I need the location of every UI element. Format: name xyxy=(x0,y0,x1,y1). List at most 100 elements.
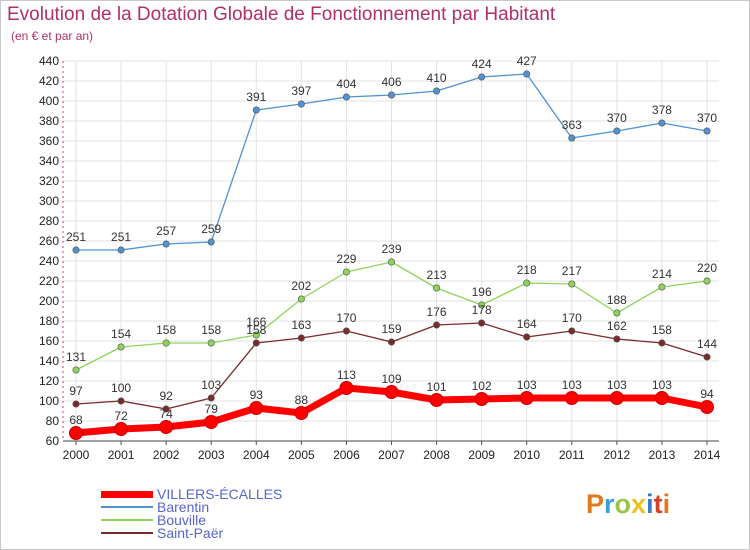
data-point xyxy=(207,238,215,246)
data-label: 94 xyxy=(700,387,714,401)
data-point xyxy=(204,415,219,429)
y-tick-label: 420 xyxy=(39,74,59,88)
data-point xyxy=(342,93,350,101)
data-point xyxy=(159,420,174,434)
data-point xyxy=(478,73,486,81)
data-point xyxy=(654,391,669,405)
data-label: 229 xyxy=(336,252,356,266)
data-point xyxy=(387,258,395,266)
x-tick-label: 2013 xyxy=(649,448,676,462)
data-label: 363 xyxy=(562,118,582,132)
data-point xyxy=(72,400,80,408)
data-label: 404 xyxy=(336,77,356,91)
data-label: 178 xyxy=(472,303,492,317)
legend-swatch-villers-ecalles xyxy=(101,491,153,498)
data-point xyxy=(252,339,260,347)
y-tick-label: 120 xyxy=(39,374,59,388)
data-label: 93 xyxy=(250,388,264,402)
x-tick-label: 2011 xyxy=(559,448,585,462)
legend-label-saint-paer: Saint-Paër xyxy=(157,525,224,541)
data-point xyxy=(207,339,215,347)
y-tick-label: 300 xyxy=(39,194,59,208)
y-tick-label: 60 xyxy=(46,434,60,448)
legend-label-bouville: Bouville xyxy=(157,512,207,528)
data-point xyxy=(568,327,576,335)
y-tick-label: 240 xyxy=(39,254,59,268)
data-point xyxy=(117,397,125,405)
x-tick-label: 2001 xyxy=(108,448,135,462)
data-point xyxy=(342,268,350,276)
data-label: 164 xyxy=(517,317,537,331)
data-point xyxy=(478,301,486,309)
data-point xyxy=(72,246,80,254)
data-point xyxy=(297,100,305,108)
data-label: 214 xyxy=(652,267,672,281)
data-point xyxy=(523,279,531,287)
data-label: 259 xyxy=(201,222,221,236)
data-point xyxy=(613,335,621,343)
data-label: 103 xyxy=(201,378,221,392)
data-label: 158 xyxy=(201,323,221,337)
data-point xyxy=(433,284,441,292)
logo-letter: t xyxy=(653,489,663,519)
data-point xyxy=(252,106,260,114)
data-label: 218 xyxy=(517,263,537,277)
data-label: 176 xyxy=(427,305,447,319)
data-label: 378 xyxy=(652,103,672,117)
x-tick-label: 2014 xyxy=(694,448,721,462)
data-label: 74 xyxy=(159,407,173,421)
data-label: 79 xyxy=(205,402,219,416)
data-point xyxy=(294,406,309,420)
logo-letter: i xyxy=(662,489,671,519)
data-label: 92 xyxy=(159,389,173,403)
data-point xyxy=(384,385,399,399)
x-tick-label: 2000 xyxy=(63,448,90,462)
data-label: 158 xyxy=(652,323,672,337)
data-point xyxy=(564,391,579,405)
data-point xyxy=(523,333,531,341)
data-point xyxy=(342,327,350,335)
data-label: 251 xyxy=(66,230,86,244)
data-label: 72 xyxy=(114,409,128,423)
data-point xyxy=(114,422,129,436)
data-label: 162 xyxy=(607,319,627,333)
y-tick-label: 340 xyxy=(39,154,59,168)
data-point xyxy=(162,405,170,413)
data-label: 424 xyxy=(472,57,492,71)
data-label: 103 xyxy=(517,378,537,392)
data-point xyxy=(207,394,215,402)
data-point xyxy=(252,331,260,339)
data-label: 188 xyxy=(607,293,627,307)
data-point xyxy=(297,334,305,342)
data-label: 170 xyxy=(562,311,582,325)
data-label: 103 xyxy=(607,378,627,392)
data-label: 370 xyxy=(697,111,717,125)
data-point xyxy=(478,319,486,327)
data-label: 131 xyxy=(66,350,86,364)
y-tick-label: 180 xyxy=(39,314,59,328)
data-label: 109 xyxy=(381,372,401,386)
logo-letter: r xyxy=(604,489,615,519)
data-point xyxy=(162,339,170,347)
data-label: 97 xyxy=(69,384,83,398)
data-point xyxy=(523,70,531,78)
data-point xyxy=(387,91,395,99)
data-label: 251 xyxy=(111,230,131,244)
y-tick-label: 360 xyxy=(39,134,59,148)
y-tick-label: 140 xyxy=(39,354,59,368)
x-tick-label: 2006 xyxy=(333,448,360,462)
y-tick-label: 400 xyxy=(39,94,59,108)
legend-swatch-saint-paer xyxy=(101,532,153,534)
data-label: 158 xyxy=(246,323,266,337)
data-point xyxy=(703,353,711,361)
data-label: 217 xyxy=(562,264,582,278)
data-label: 154 xyxy=(111,327,131,341)
data-point xyxy=(297,295,305,303)
data-label: 166 xyxy=(246,315,266,329)
x-tick-label: 2012 xyxy=(604,448,631,462)
data-label: 88 xyxy=(295,393,309,407)
legend-swatch-bouville xyxy=(101,519,153,521)
data-point xyxy=(69,426,83,440)
